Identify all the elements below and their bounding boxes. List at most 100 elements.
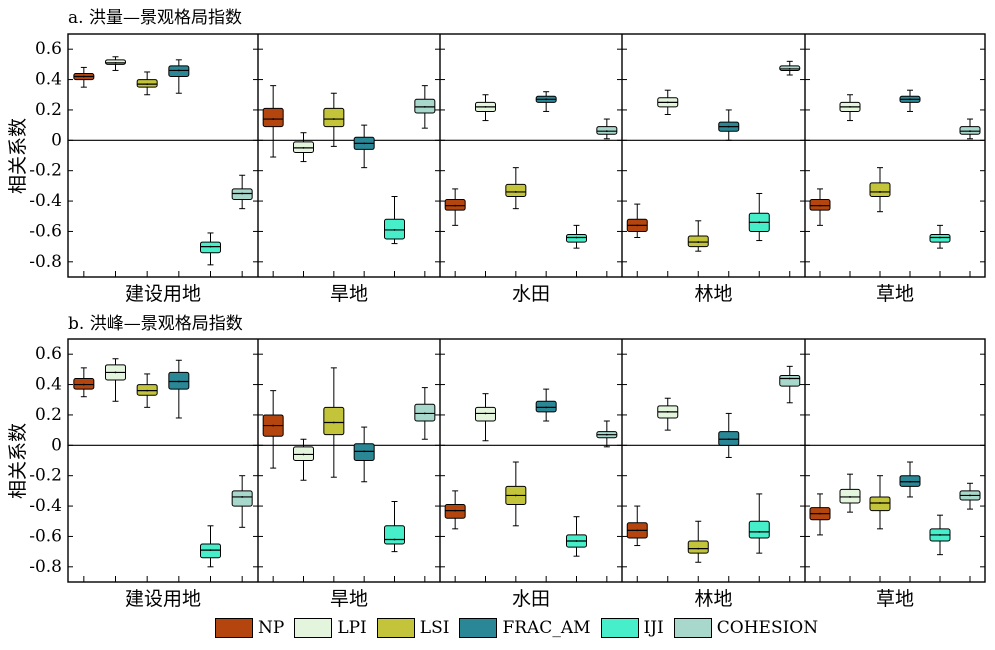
- box-lsi: [869, 167, 891, 213]
- category-label: 水田: [512, 588, 550, 610]
- box-body: [323, 107, 345, 128]
- box-frac-am: [353, 426, 375, 483]
- category-label: 旱地: [330, 588, 368, 610]
- legend-swatch: [673, 618, 712, 638]
- mean-dot: [666, 411, 669, 413]
- box-iji: [748, 493, 770, 554]
- box-lpi: [105, 358, 126, 402]
- box-lsi: [687, 520, 709, 563]
- box-body: [384, 525, 405, 545]
- box-lsi: [136, 373, 158, 408]
- category-label: 草地: [876, 588, 914, 610]
- box-frac-am: [535, 388, 557, 422]
- box-lsi: [505, 167, 527, 210]
- mean-dot: [363, 142, 366, 145]
- box-lpi: [475, 94, 496, 122]
- y-tick-label: 0.6: [35, 344, 62, 364]
- mean-dot: [209, 245, 212, 248]
- y-tick-label: -0.8: [29, 252, 62, 272]
- box-lpi: [657, 89, 679, 115]
- mean-dot: [849, 496, 851, 498]
- mean-dot: [241, 496, 244, 498]
- legend-item-iji: IJI: [600, 618, 664, 638]
- mean-dot: [849, 106, 851, 108]
- mean-dot: [484, 106, 487, 108]
- mean-dot: [82, 383, 85, 386]
- box-cohesion: [414, 387, 436, 440]
- y-tick-label: -0.4: [29, 496, 62, 516]
- box-lsi: [687, 220, 709, 252]
- mean-dot: [146, 83, 149, 86]
- mean-dot: [454, 509, 457, 512]
- category-label: 水田: [512, 283, 550, 305]
- box-frac-am: [899, 89, 921, 112]
- box-np: [262, 390, 284, 469]
- box-lsi: [323, 92, 345, 147]
- mean-dot: [514, 191, 517, 193]
- box-np: [73, 367, 95, 398]
- box-cohesion: [596, 420, 618, 448]
- mean-dot: [514, 494, 517, 497]
- mean-dot: [939, 534, 941, 536]
- mean-dot: [819, 512, 821, 515]
- legend-swatch: [600, 618, 639, 638]
- mean-dot: [666, 101, 669, 104]
- legend-swatch: [215, 618, 253, 638]
- mean-dot: [272, 424, 275, 427]
- box-lsi: [869, 475, 891, 530]
- legend-label: NP: [258, 618, 285, 638]
- box-frac-am: [718, 412, 740, 458]
- box-iji: [384, 501, 405, 553]
- mean-dot: [393, 229, 396, 231]
- box-lsi: [136, 71, 158, 96]
- mean-dot: [332, 118, 335, 120]
- mean-dot: [788, 377, 791, 380]
- legend-label: FRAC_AM: [502, 618, 591, 638]
- mean-dot: [788, 68, 791, 70]
- mean-dot: [969, 130, 971, 133]
- box-body: [779, 374, 801, 387]
- mean-dot: [727, 125, 730, 128]
- box-np: [626, 203, 648, 239]
- y-tick-label: -0.2: [29, 466, 62, 486]
- category-label: 建设用地: [125, 283, 201, 305]
- category-label: 林地: [694, 588, 732, 610]
- y-tick-label: -0.6: [29, 526, 62, 546]
- panel-frame: [67, 33, 986, 278]
- box-iji: [566, 516, 587, 557]
- box-body: [869, 182, 891, 198]
- legend-item-frac-am: FRAC_AM: [459, 618, 591, 638]
- box-np: [809, 493, 831, 536]
- mean-dot: [393, 538, 396, 541]
- y-tick-label: 0: [51, 435, 62, 455]
- box-iji: [384, 196, 405, 245]
- mean-dot: [879, 191, 881, 193]
- box-body: [262, 107, 284, 128]
- mean-dot: [177, 69, 180, 72]
- box-frac-am: [535, 91, 557, 112]
- box-lsi: [505, 461, 527, 527]
- mean-dot: [302, 453, 305, 456]
- box-iji: [566, 224, 587, 249]
- legend: NP LPI LSI FRAC_AM IJI COHESION: [215, 618, 828, 638]
- y-axis-label: 相关系数: [7, 118, 29, 194]
- y-tick-label: 0.4: [35, 70, 62, 90]
- mean-dot: [575, 236, 578, 239]
- mean-dot: [302, 147, 305, 149]
- box-lsi: [323, 367, 345, 478]
- mean-dot: [909, 480, 911, 483]
- box-np: [809, 188, 831, 226]
- mean-dot: [484, 412, 487, 415]
- box-body: [323, 406, 345, 436]
- box-cohesion: [231, 475, 253, 528]
- mean-dot: [332, 421, 335, 424]
- mean-dot: [605, 433, 608, 436]
- box-iji: [200, 525, 221, 568]
- box-iji: [929, 224, 951, 249]
- legend-item-lpi: LPI: [294, 618, 367, 638]
- box-cohesion: [596, 118, 618, 140]
- mean-dot: [879, 502, 881, 504]
- box-np: [444, 188, 466, 226]
- y-tick-label: 0.2: [35, 100, 62, 120]
